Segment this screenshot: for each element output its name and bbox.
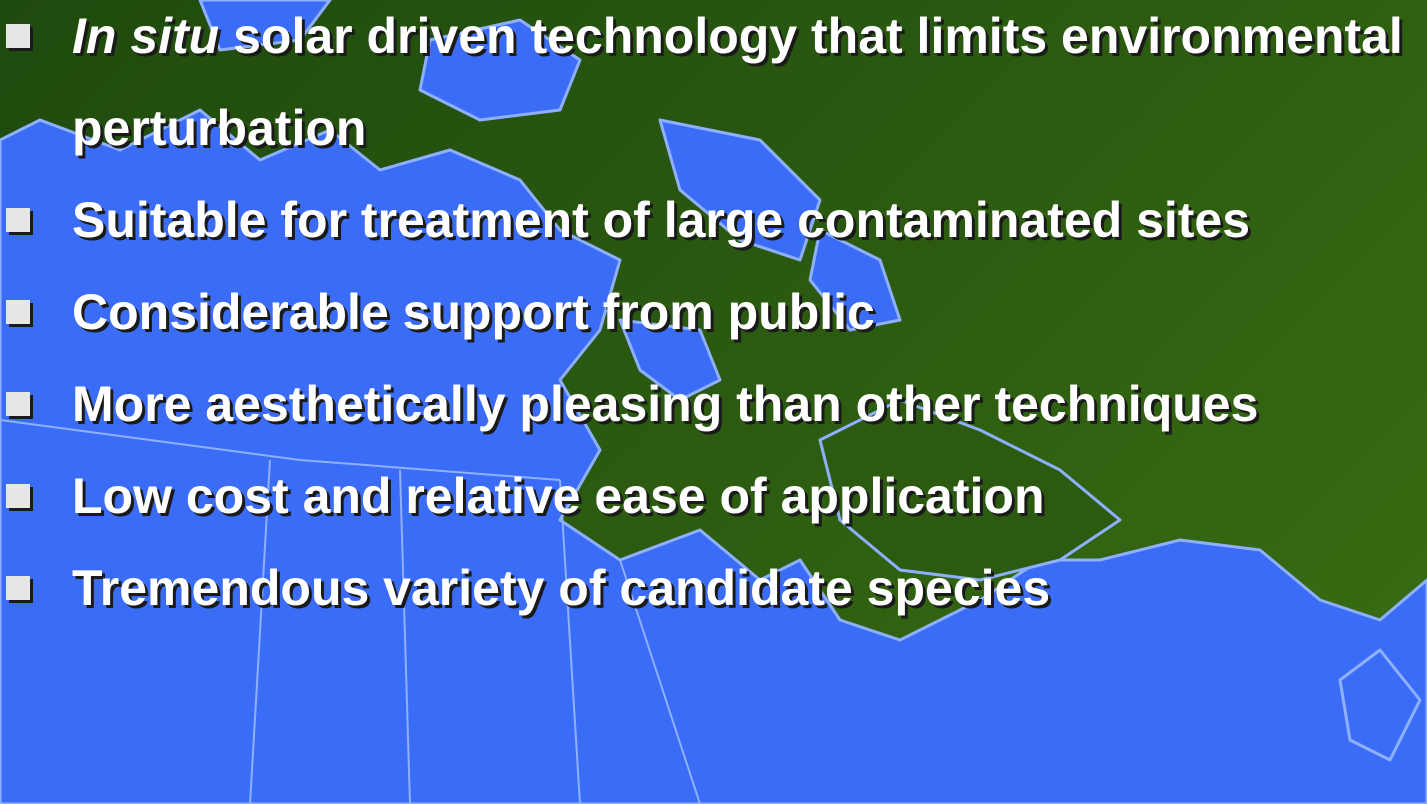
island: [1338, 648, 1422, 762]
border: [0, 419, 561, 481]
bullet-item: Suitable for treatment of large contamin…: [0, 174, 1422, 266]
border: [249, 459, 271, 804]
bullet-item: Considerable support from public: [0, 266, 1422, 358]
border: [399, 469, 411, 804]
bullet-list: In situ solar driven technology that lim…: [0, 0, 1422, 634]
bay: [818, 398, 1122, 582]
bullet-italic: In situ: [72, 8, 220, 64]
bullet-text: More aesthetically pleasing than other t…: [72, 376, 1259, 432]
bullet-item: Low cost and relative ease of applicatio…: [0, 450, 1422, 542]
bullet-text: solar driven technology that limits envi…: [72, 8, 1403, 156]
bullet-item: In situ solar driven technology that lim…: [0, 0, 1422, 174]
bullet-marker: [6, 24, 30, 48]
landmass: [0, 108, 1427, 804]
bullet-marker: [6, 484, 30, 508]
bullet-marker: [6, 208, 30, 232]
bullet-marker: [6, 300, 30, 324]
bullet-text: Considerable support from public: [72, 284, 875, 340]
bullet-item: Tremendous variety of candidate species: [0, 542, 1422, 634]
island: [658, 118, 822, 262]
bullet-marker: [6, 392, 30, 416]
border: [619, 559, 701, 804]
bullet-marker: [6, 576, 30, 600]
island: [418, 18, 582, 122]
island: [808, 228, 902, 332]
bullet-text: Low cost and relative ease of applicatio…: [72, 468, 1045, 524]
border: [559, 479, 581, 804]
bullet-text: Tremendous variety of candidate species: [72, 560, 1051, 616]
island: [618, 318, 722, 402]
island: [198, 0, 332, 52]
bullet-text: Suitable for treatment of large contamin…: [72, 192, 1251, 248]
bullet-item: More aesthetically pleasing than other t…: [0, 358, 1422, 450]
